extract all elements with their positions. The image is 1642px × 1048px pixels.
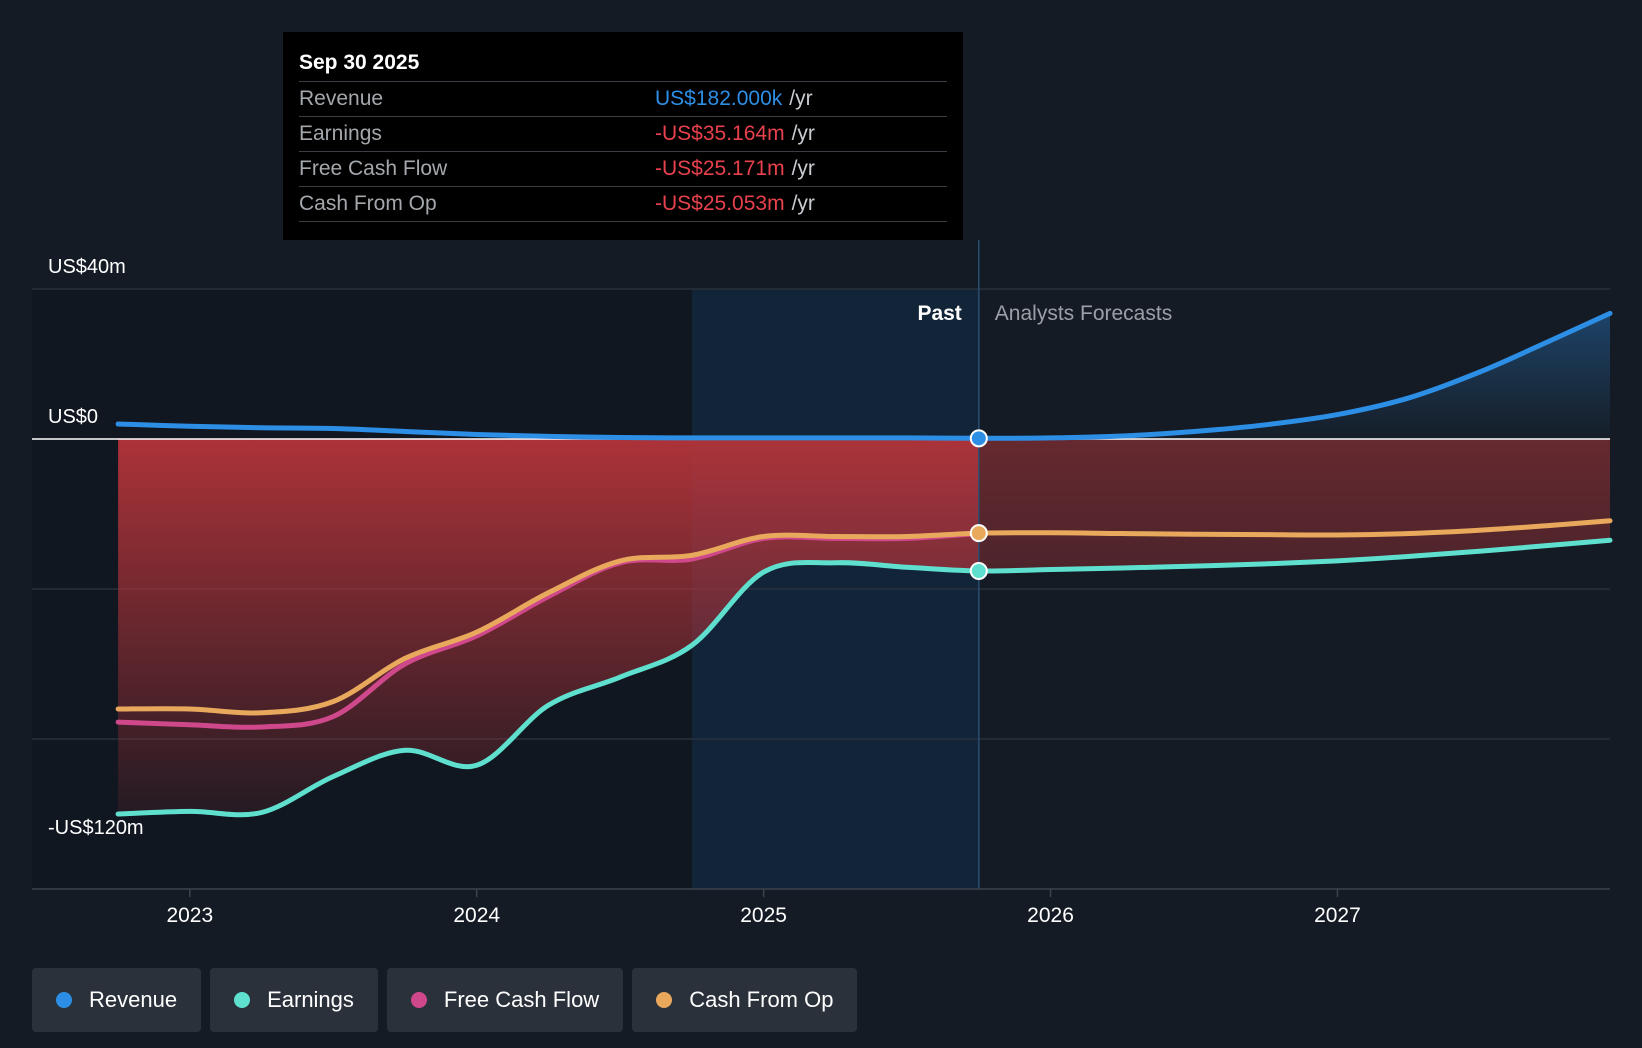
y-tick-label: US$40m (48, 256, 126, 278)
series-line-revenue (115, 310, 1613, 441)
legend-label: Revenue (89, 987, 178, 1012)
tooltip-label: Earnings (299, 122, 382, 145)
legend-label: Cash From Op (689, 987, 834, 1012)
earnings-dot-icon (234, 992, 251, 1008)
y-axis-labels: US$40m US$0 -US$120m (48, 256, 144, 839)
tooltip-row-free-cash-flow: Free Cash Flow -US$25.171m /yr (299, 151, 947, 186)
legend-item-revenue[interactable]: Revenue (32, 968, 202, 1032)
analysts-forecasts-label: Analysts Forecasts (995, 302, 1172, 325)
y-tick-label: US$0 (48, 406, 98, 428)
legend-item-earnings[interactable]: Earnings (210, 968, 378, 1032)
tooltip-value: US$182.000k (655, 87, 783, 110)
negative-area-past (118, 439, 979, 815)
tooltip-markers (969, 429, 988, 580)
tooltip-date: Sep 30 2025 (299, 51, 420, 74)
x-tick-label: 2024 (453, 904, 500, 927)
tooltip-row-revenue: Revenue US$182.000k /yr (299, 81, 947, 116)
tooltip-unit: /yr (789, 87, 813, 110)
revenue-dot-icon (56, 992, 72, 1008)
series-line-earnings (115, 537, 1613, 818)
tooltip-value: -US$25.171m (655, 157, 785, 180)
tooltip-label: Cash From Op (299, 192, 437, 215)
free-cash-flow-dot-icon (410, 992, 427, 1008)
tooltip-unit: /yr (791, 192, 815, 215)
tooltip-row-earnings: Earnings -US$35.164m /yr (299, 116, 947, 151)
tooltip-row-cash-from-op: Cash From Op -US$25.053m /yr (299, 186, 947, 222)
past-label: Past (917, 302, 961, 325)
cash-from-op-dot-icon (656, 992, 673, 1008)
series-line-cash-from-op (115, 518, 1613, 716)
marker-cash-from-op (969, 524, 988, 543)
negative-area-forecast (978, 439, 1610, 572)
tooltip-unit: /yr (791, 122, 815, 145)
series-lines (115, 310, 1613, 818)
tooltip-unit: /yr (791, 157, 815, 180)
x-tick-label: 2023 (166, 904, 213, 927)
x-tick-label: 2027 (1314, 904, 1361, 927)
tooltip-value: -US$35.164m (655, 122, 785, 145)
revenue-forecast-area (978, 313, 1610, 439)
tooltip-label: Revenue (299, 87, 384, 110)
x-tick-label: 2026 (1027, 904, 1074, 927)
legend-item-cash-from-op[interactable]: Cash From Op (632, 968, 858, 1032)
y-tick-label: -US$120m (48, 817, 144, 839)
legend-item-free-cash-flow[interactable]: Free Cash Flow (386, 968, 624, 1032)
tooltip-panel: Sep 30 2025 Revenue US$182.000k /yr Earn… (283, 32, 963, 240)
legend-label: Free Cash Flow (443, 987, 600, 1012)
marker-earnings (969, 562, 988, 580)
tooltip-label: Free Cash Flow (299, 157, 448, 180)
tooltip-value: -US$25.053m (655, 192, 785, 215)
marker-revenue (969, 429, 988, 448)
x-tick-label: 2025 (740, 904, 787, 927)
x-axis-labels: 2023 2024 2025 2026 2027 (166, 889, 1361, 927)
legend-label: Earnings (267, 987, 354, 1012)
legend: Revenue Earnings Free Cash Flow Cash Fro… (32, 968, 858, 1032)
